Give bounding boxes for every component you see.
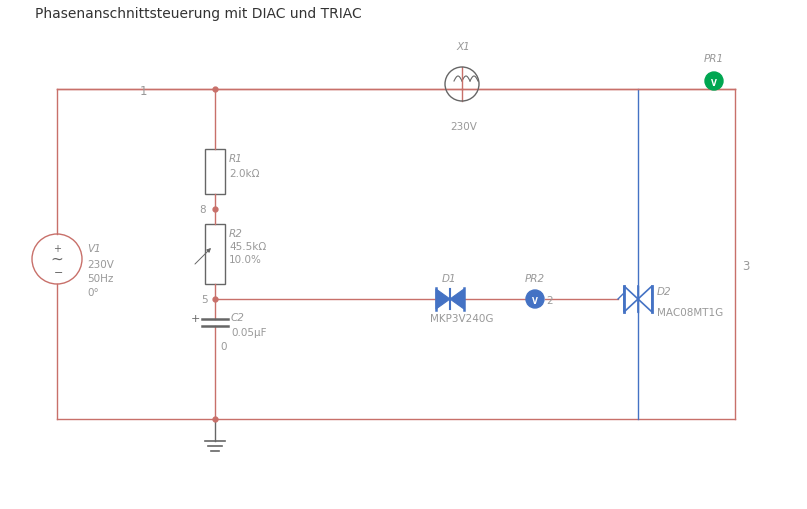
Text: R1: R1 <box>229 154 243 164</box>
Text: 0.05μF: 0.05μF <box>231 327 266 337</box>
Circle shape <box>705 73 723 91</box>
Text: +: + <box>53 243 61 253</box>
Text: 50Hz: 50Hz <box>87 273 113 284</box>
Text: 45.5kΩ: 45.5kΩ <box>229 242 266 251</box>
Circle shape <box>526 291 544 308</box>
Text: PR2: PR2 <box>525 273 545 284</box>
Text: V: V <box>532 296 537 305</box>
Polygon shape <box>450 290 464 309</box>
Text: R2: R2 <box>229 229 243 239</box>
Text: PR1: PR1 <box>704 54 724 64</box>
Text: MKP3V240G: MKP3V240G <box>430 314 494 323</box>
Text: 230V: 230V <box>87 260 114 269</box>
Text: C2: C2 <box>231 313 245 322</box>
Text: D2: D2 <box>657 287 671 296</box>
Text: +: + <box>191 314 200 323</box>
Text: MAC08MT1G: MAC08MT1G <box>657 307 723 318</box>
Text: 10.0%: 10.0% <box>229 254 262 265</box>
Text: 3: 3 <box>742 260 750 272</box>
Text: 8: 8 <box>199 205 206 215</box>
Text: ~: ~ <box>50 251 63 267</box>
Text: 230V: 230V <box>450 122 477 132</box>
Text: 5: 5 <box>201 294 207 304</box>
Text: Phasenanschnittsteuerung mit DIAC und TRIAC: Phasenanschnittsteuerung mit DIAC und TR… <box>35 7 362 21</box>
Text: 2.0kΩ: 2.0kΩ <box>229 168 260 179</box>
Polygon shape <box>436 290 450 309</box>
Text: 2: 2 <box>546 295 553 305</box>
Text: −: − <box>54 267 64 277</box>
FancyBboxPatch shape <box>205 224 225 285</box>
Text: V: V <box>710 78 717 88</box>
Text: 0°: 0° <box>87 288 98 297</box>
Text: D1: D1 <box>442 273 457 284</box>
Text: X1: X1 <box>456 42 470 52</box>
Text: V1: V1 <box>87 243 101 253</box>
Text: 0: 0 <box>220 342 227 351</box>
Text: 1: 1 <box>140 85 148 98</box>
FancyBboxPatch shape <box>205 150 225 194</box>
